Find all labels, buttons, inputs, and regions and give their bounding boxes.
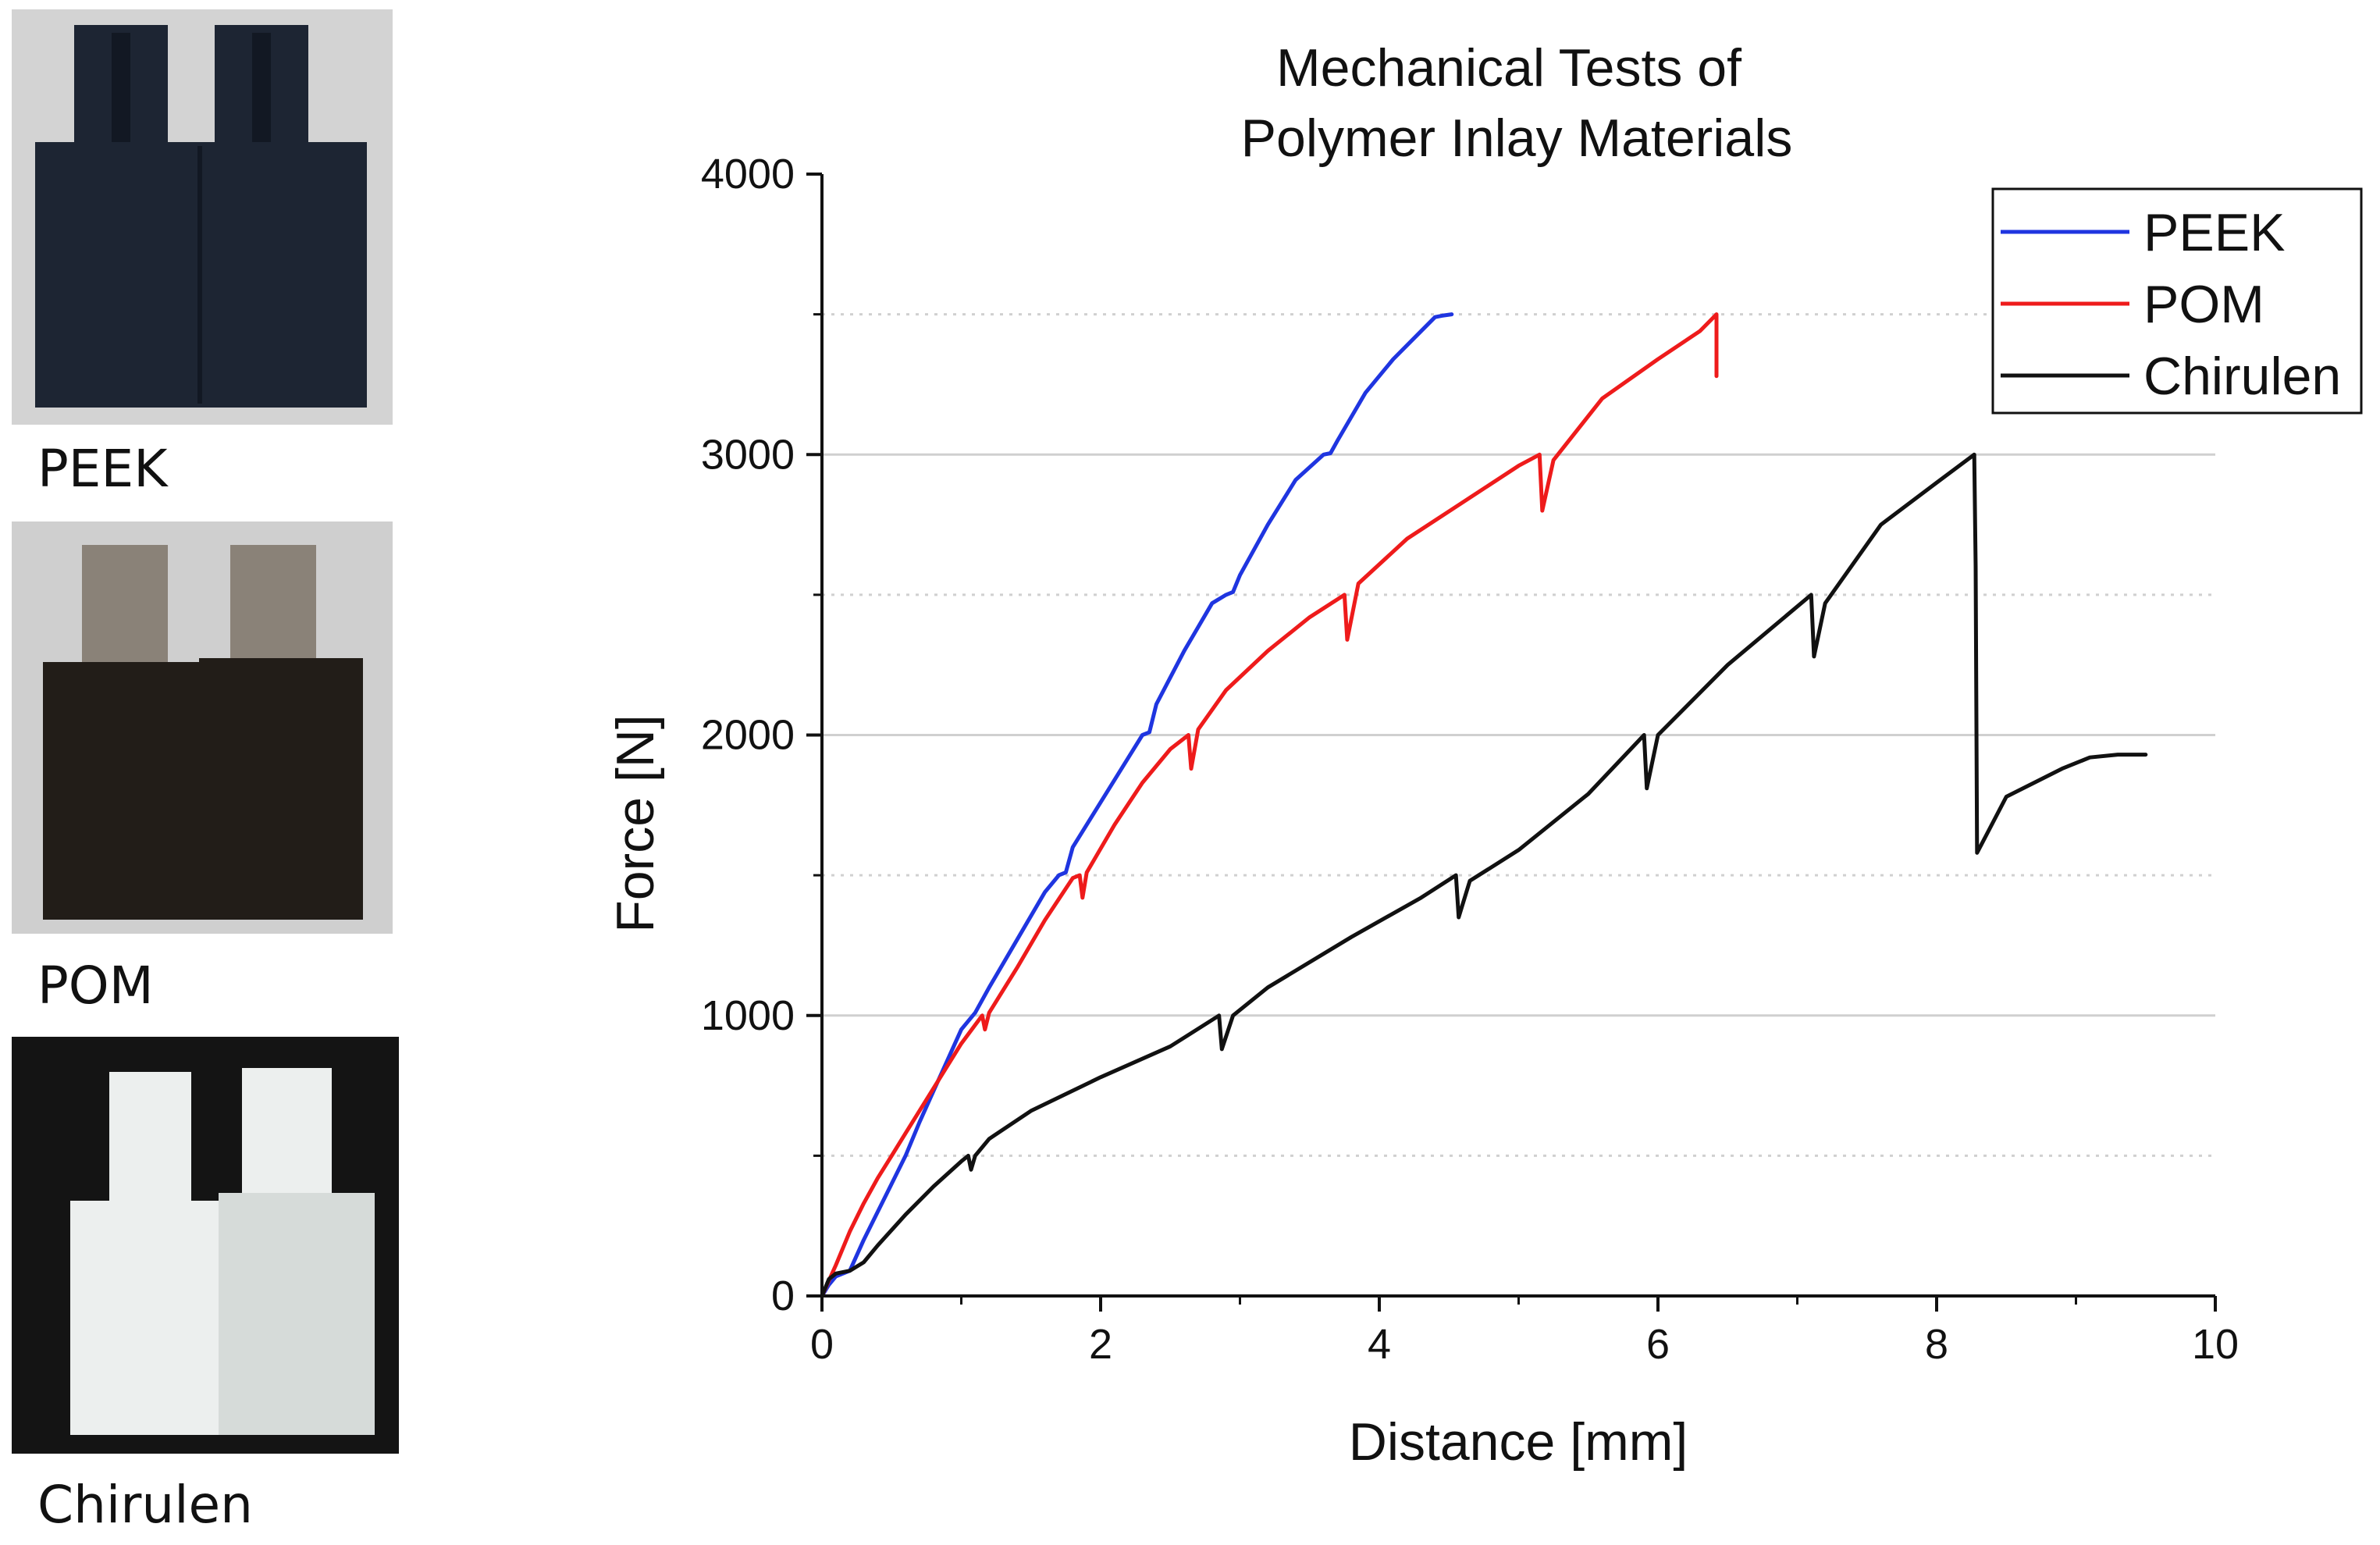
photo-peek <box>12 9 393 425</box>
specimen-slot <box>112 33 130 162</box>
x-tick-label: 2 <box>1089 1321 1112 1368</box>
series-line-chirulen <box>820 452 2148 1298</box>
y-tick-label: 4000 <box>701 151 795 198</box>
series-line-pom <box>820 312 1719 1298</box>
x-tick-label: 0 <box>810 1321 834 1368</box>
legend-label-peek: PEEK <box>2143 203 2285 262</box>
specimen-slot <box>252 33 271 162</box>
photo-chirulen <box>12 1037 399 1454</box>
legend-label-chirulen: Chirulen <box>2143 347 2341 406</box>
legend: PEEK POM Chirulen <box>1991 187 2363 415</box>
legend-label-pom: POM <box>2143 275 2264 334</box>
x-tick-label: 6 <box>1646 1321 1670 1368</box>
specimen-seam <box>197 146 202 404</box>
specimen-block <box>43 662 199 920</box>
y-tick-label: 0 <box>771 1273 795 1319</box>
specimen-block <box>199 658 363 920</box>
specimen-block <box>219 1193 375 1435</box>
y-tick-label: 1000 <box>701 992 795 1039</box>
photo-label-peek: PEEK <box>37 439 168 499</box>
x-tick-label: 8 <box>1925 1321 1948 1368</box>
photo-label-chirulen: Chirulen <box>37 1475 253 1535</box>
chart-title-line-1: Mechanical Tests of <box>1276 38 1741 98</box>
chart-title-line-2: Polymer Inlay Materials <box>1241 109 1793 168</box>
y-tick-label: 3000 <box>701 431 795 478</box>
photo-label-pom: POM <box>37 956 154 1016</box>
grid-lines <box>822 313 2215 1157</box>
x-tick-label: 4 <box>1368 1321 1391 1368</box>
series-lines <box>820 312 2148 1298</box>
specimen-block <box>70 1201 222 1435</box>
axes: 0 2 4 6 8 10 0 1000 2000 3000 4000 <box>701 151 2239 1368</box>
x-axis-label: Distance [mm] <box>1349 1412 1688 1472</box>
y-axis-label: Force [N] <box>606 714 665 933</box>
y-tick-label: 2000 <box>701 712 795 759</box>
x-tick-label: 10 <box>2192 1321 2239 1368</box>
photo-pom <box>12 522 393 934</box>
series-line-peek <box>820 312 1454 1298</box>
